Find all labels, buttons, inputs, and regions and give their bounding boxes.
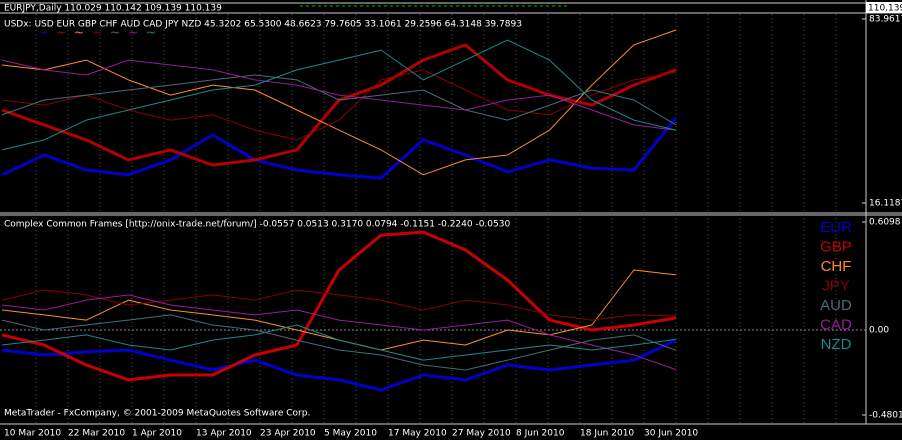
legend-entry: JPY bbox=[822, 277, 850, 294]
color-key: ~ bbox=[110, 26, 120, 40]
panel-label: Complex Common Frames [http://onix-trade… bbox=[4, 220, 510, 230]
series-line bbox=[1, 29, 677, 176]
y-tick-label: 0.6098 bbox=[869, 218, 901, 228]
y-tick-label: -0.4801 bbox=[869, 411, 902, 421]
x-tick-label: 18 Jun 2010 bbox=[580, 429, 634, 439]
series-line bbox=[1, 289, 677, 321]
x-tick-label: 8 Jun 2010 bbox=[516, 429, 565, 439]
series-line bbox=[1, 59, 677, 131]
series-line bbox=[1, 324, 677, 361]
x-tick-label: 22 Mar 2010 bbox=[68, 429, 125, 439]
series-line bbox=[1, 230, 677, 382]
panel-label: USDx: USD EUR GBP CHF AUD CAD JPY NZD 45… bbox=[4, 20, 522, 30]
series-line bbox=[1, 39, 677, 151]
x-tick-label: 27 May 2010 bbox=[452, 429, 511, 439]
legend-entry: EUR bbox=[820, 219, 852, 236]
price-box bbox=[866, 2, 902, 13]
color-key: ~ bbox=[38, 26, 48, 40]
price-label: 110.139 bbox=[868, 4, 902, 14]
copyright: MetaTrader - FxCompany, © 2001-2009 Meta… bbox=[4, 409, 310, 419]
color-key: ~ bbox=[74, 26, 84, 40]
legend-entry: CHF bbox=[821, 258, 852, 275]
x-tick-label: 5 May 2010 bbox=[324, 429, 377, 439]
color-key: ~ bbox=[92, 26, 102, 40]
header-title: EURJPY,Daily 110.029 110.142 109.139 110… bbox=[4, 4, 222, 14]
color-key: ~ bbox=[128, 26, 138, 40]
x-tick-label: 23 Apr 2010 bbox=[260, 429, 316, 439]
x-tick-label: 10 Mar 2010 bbox=[4, 429, 61, 439]
color-key: ~ bbox=[56, 26, 66, 40]
series-line bbox=[1, 69, 677, 141]
x-tick-label: 30 Jun 2010 bbox=[644, 429, 698, 439]
x-tick-label: 17 May 2010 bbox=[388, 429, 447, 439]
x-tick-label: 1 Apr 2010 bbox=[132, 429, 182, 439]
y-tick-label: 0.00 bbox=[869, 325, 889, 335]
series-line bbox=[1, 294, 677, 371]
y-tick-label: 16.1187 bbox=[869, 199, 902, 209]
series-line bbox=[1, 338, 677, 392]
y-tick-label: 83.9617 bbox=[869, 15, 902, 25]
x-tick-label: 13 Apr 2010 bbox=[196, 429, 252, 439]
legend-entry: NZD bbox=[821, 336, 852, 353]
series-line bbox=[1, 116, 678, 180]
legend-entry: AUD bbox=[820, 297, 852, 314]
color-key: ~ bbox=[146, 26, 156, 40]
legend-entry: GBP bbox=[820, 238, 852, 255]
legend-entry: CAD bbox=[820, 316, 852, 333]
